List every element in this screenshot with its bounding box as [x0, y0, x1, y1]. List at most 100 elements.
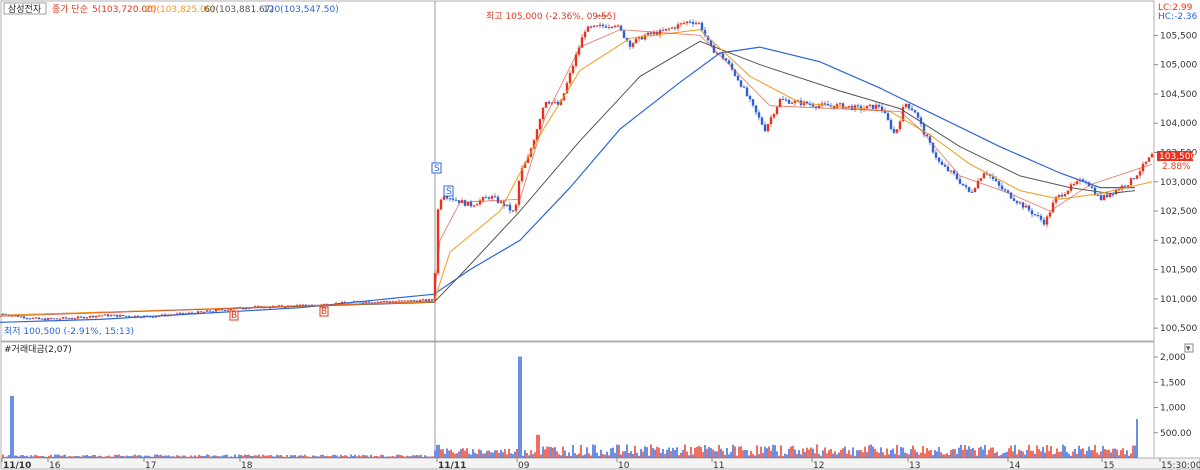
volume-bar: [758, 454, 760, 458]
volume-bar: [850, 454, 852, 458]
candle-body: [1066, 190, 1070, 194]
candle-body: [382, 301, 386, 303]
candle-body: [688, 21, 692, 23]
candle-body: [892, 129, 896, 133]
candle-body: [544, 101, 548, 108]
scroll-handle[interactable]: [1184, 343, 1194, 353]
volume-bar: [1114, 448, 1116, 458]
candle-body: [928, 136, 932, 143]
candle-body: [229, 309, 233, 311]
candle-body: [496, 196, 500, 203]
volume-bar: [62, 455, 64, 458]
candle-body: [466, 201, 470, 206]
candle-body: [586, 26, 590, 32]
volume-title: #거래대금(2,07): [4, 344, 72, 355]
candle-body: [1048, 212, 1052, 217]
candle-body: [40, 318, 44, 320]
candle-body: [652, 32, 656, 35]
volume-bar: [766, 448, 768, 458]
volume-bar: [430, 456, 432, 458]
candle-body: [841, 103, 845, 109]
candle-body: [694, 23, 698, 25]
candle-body: [610, 26, 614, 28]
volume-bar: [334, 454, 336, 458]
candle-body: [895, 129, 899, 133]
volume-bar: [802, 448, 804, 458]
volume-bar: [742, 450, 744, 458]
volume-bar: [824, 447, 826, 458]
candle-body: [613, 25, 617, 27]
volume-bar: [222, 455, 224, 458]
volume-bar: [562, 446, 564, 458]
volume-bar: [906, 453, 908, 458]
signal-b-box-1[interactable]: [229, 310, 239, 321]
candle-body: [871, 104, 875, 109]
volume-bar: [672, 447, 674, 458]
candle-body: [832, 105, 836, 108]
candle-body: [598, 24, 602, 26]
volume-bar: [686, 451, 688, 458]
volume-bar: [94, 454, 96, 458]
signal-s-box-1[interactable]: [431, 162, 442, 174]
volume-bar: [1000, 454, 1002, 458]
candle-body: [187, 312, 191, 314]
volume-bar: [342, 456, 344, 458]
candle-body: [1000, 185, 1004, 190]
volume-bar: [4, 456, 6, 458]
candle-body: [493, 196, 497, 198]
volume-bar: [102, 456, 104, 458]
volume-bar: [986, 454, 988, 458]
stock-name-box[interactable]: [3, 2, 47, 15]
candle-body: [805, 101, 809, 104]
volume-bar: [650, 444, 652, 458]
volume-bar: [82, 455, 84, 458]
volume-bar: [344, 455, 346, 458]
candle-body: [490, 196, 494, 199]
volume-bar: [34, 454, 36, 458]
signal-s-box-2[interactable]: [443, 185, 454, 197]
volume-bar: [1068, 453, 1070, 458]
candle-body: [676, 24, 680, 29]
volume-bar: [978, 447, 980, 458]
volume-bar: [1074, 448, 1076, 458]
candle-body: [784, 99, 788, 101]
candle-body: [739, 80, 743, 87]
candle-body: [661, 30, 665, 32]
volume-bar: [110, 456, 112, 458]
volume-bar: [688, 455, 690, 458]
volume-bar: [904, 452, 906, 458]
candle-body: [541, 107, 545, 120]
volume-bar: [196, 456, 198, 458]
candle-body: [631, 43, 635, 47]
candle-body: [1123, 185, 1127, 187]
volume-bar: [1004, 452, 1006, 458]
volume-bar: [792, 445, 794, 458]
volume-bar: [70, 456, 72, 458]
volume-bar: [830, 448, 832, 458]
volume-bar: [432, 456, 434, 458]
candle-body: [535, 129, 539, 141]
candle-body: [124, 315, 128, 317]
candle-body: [424, 299, 428, 301]
volume-bar: [216, 455, 218, 458]
candle-body: [985, 173, 989, 175]
volume-bar: [610, 448, 612, 458]
volume-bar: [680, 452, 682, 458]
candle-body: [856, 105, 860, 107]
candle-body: [226, 309, 230, 311]
volume-bar: [698, 445, 700, 458]
volume-bar: [582, 455, 584, 458]
volume-bar: [68, 456, 70, 458]
volume-bar: [1118, 455, 1120, 458]
candle-body: [463, 200, 467, 206]
volume-panel: [0, 341, 1155, 459]
volume-bar: [606, 451, 608, 458]
volume-bar: [136, 455, 138, 458]
volume-bar: [1126, 450, 1128, 458]
candle-body: [874, 104, 878, 109]
candle-body: [937, 157, 941, 162]
signal-b-box-2[interactable]: [319, 306, 329, 317]
volume-bar: [668, 447, 670, 458]
candle-body: [646, 32, 650, 36]
candle-body: [979, 178, 983, 181]
